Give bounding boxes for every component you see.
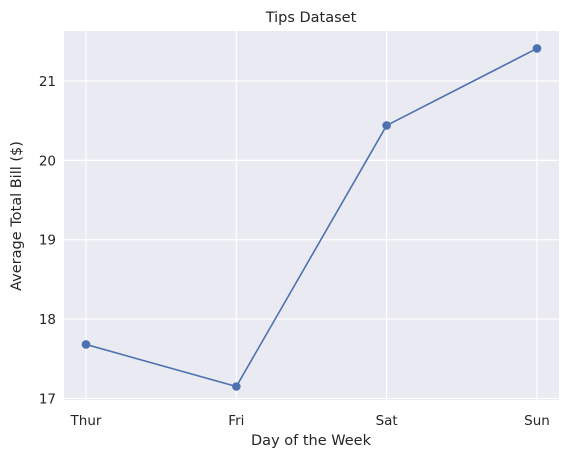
series-line (85, 47, 538, 388)
plot-area (64, 31, 559, 400)
x-tick-label: Sat (376, 413, 398, 429)
series-layer (81, 44, 542, 391)
chart-title: Tips Dataset (265, 10, 357, 26)
y-tick-label: 19 (39, 233, 56, 249)
x-tick-label: Fri (228, 413, 244, 429)
x-tick-label: Sun (524, 413, 550, 429)
y-axis-label: Average Total Bill ($) (9, 141, 25, 291)
data-point (232, 382, 241, 391)
x-axis-label: Day of the Week (251, 433, 372, 449)
data-point (81, 340, 91, 349)
y-tick-label: 20 (39, 153, 56, 169)
y-tick-label: 18 (39, 312, 56, 328)
data-point (382, 121, 391, 130)
y-tick-labels: 17 18 19 20 21 (39, 74, 56, 407)
x-tick-label: Thur (70, 413, 102, 429)
data-point (532, 44, 542, 53)
x-tick-labels: Thur Fri Sat Sun (70, 413, 550, 429)
y-tick-label: 21 (39, 74, 56, 90)
gridlines (64, 31, 559, 400)
y-tick-label: 17 (39, 391, 56, 407)
